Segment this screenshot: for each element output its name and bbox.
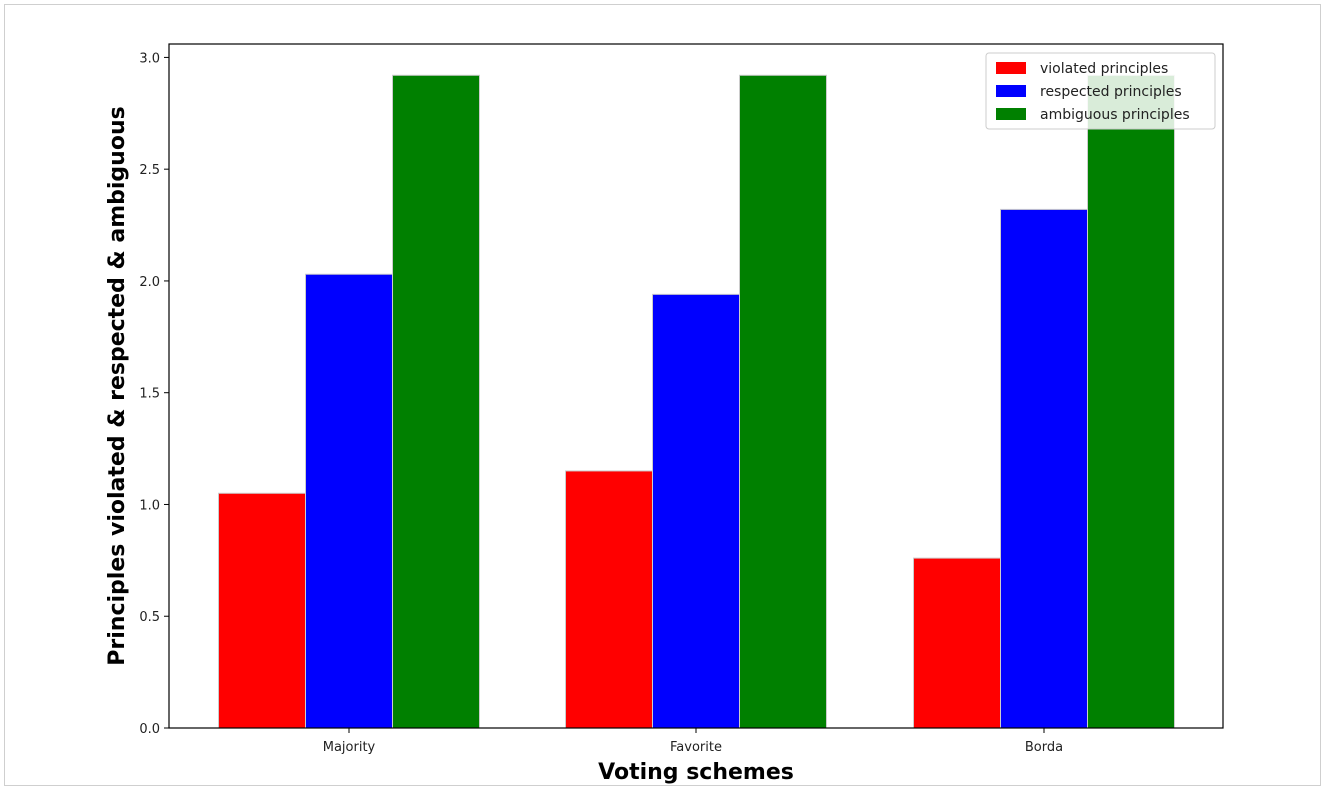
y-tick-label: 1.5 <box>139 387 160 402</box>
legend-swatch <box>996 62 1026 74</box>
bar-ambiguous-favorite <box>739 74 827 729</box>
y-tick-label: 2.5 <box>139 163 160 178</box>
legend-swatch <box>996 108 1026 120</box>
y-axis-label: Principles violated & respected & ambigu… <box>105 106 130 665</box>
x-tick-label: Majority <box>323 740 376 755</box>
bar-respected-majority <box>305 273 393 729</box>
figure-frame <box>4 4 1321 786</box>
legend-box <box>985 52 1216 130</box>
bar-respected-borda <box>1000 208 1088 729</box>
bar-violated-borda <box>913 557 1001 729</box>
bar-ambiguous-majority <box>392 74 480 729</box>
bar-violated-favorite <box>565 470 653 729</box>
bar-violated-majority <box>218 492 306 729</box>
y-tick-label: 1.0 <box>139 498 160 513</box>
bar-respected-favorite <box>652 293 740 729</box>
y-tick-label: 0.0 <box>139 722 160 737</box>
x-tick-label: Borda <box>1025 740 1063 755</box>
bar-ambiguous-borda <box>1087 74 1175 729</box>
x-axis-label: Voting schemes <box>598 760 794 785</box>
bars-group <box>218 74 1175 729</box>
x-tick-label: Favorite <box>670 740 722 755</box>
y-axis: 0.0 0.5 1.0 1.5 2.0 2.5 3.0 <box>139 51 169 737</box>
y-tick-label: 0.5 <box>139 610 160 625</box>
legend: violated principles respected principles a… <box>985 52 1216 130</box>
y-tick-label: 2.0 <box>139 275 160 290</box>
y-tick-label: 3.0 <box>139 51 160 66</box>
legend-entry-label: ambiguous principles <box>1040 107 1190 123</box>
legend-entry-label: respected principles <box>1040 84 1182 100</box>
x-axis: Majority Favorite Borda <box>323 728 1063 755</box>
legend-swatch <box>996 85 1026 97</box>
legend-entry-label: violated principles <box>1040 61 1168 77</box>
